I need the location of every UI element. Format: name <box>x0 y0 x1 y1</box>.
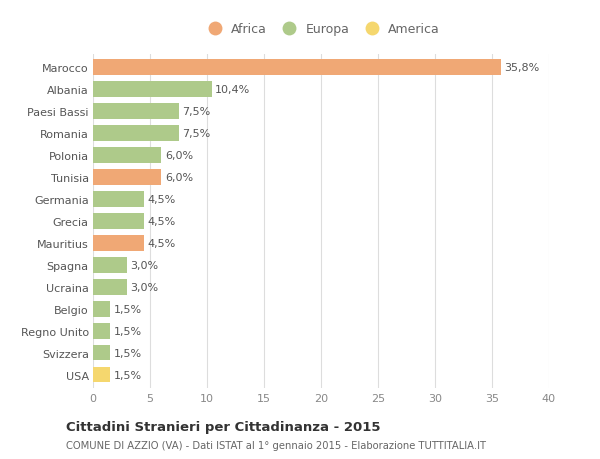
Text: Cittadini Stranieri per Cittadinanza - 2015: Cittadini Stranieri per Cittadinanza - 2… <box>66 420 380 433</box>
Text: 1,5%: 1,5% <box>113 326 142 336</box>
Bar <box>93 301 110 317</box>
Bar <box>93 279 127 295</box>
Text: 1,5%: 1,5% <box>113 370 142 380</box>
Text: 4,5%: 4,5% <box>148 217 176 226</box>
Text: COMUNE DI AZZIO (VA) - Dati ISTAT al 1° gennaio 2015 - Elaborazione TUTTITALIA.I: COMUNE DI AZZIO (VA) - Dati ISTAT al 1° … <box>66 440 486 450</box>
Text: 35,8%: 35,8% <box>505 63 540 73</box>
Text: 4,5%: 4,5% <box>148 238 176 248</box>
Text: 3,0%: 3,0% <box>131 260 159 270</box>
Bar <box>93 126 179 142</box>
Text: 7,5%: 7,5% <box>182 129 210 139</box>
Text: 10,4%: 10,4% <box>215 85 250 95</box>
Text: 1,5%: 1,5% <box>113 348 142 358</box>
Bar <box>93 367 110 383</box>
Bar <box>93 170 161 185</box>
Text: 3,0%: 3,0% <box>131 282 159 292</box>
Bar <box>93 192 145 207</box>
Text: 1,5%: 1,5% <box>113 304 142 314</box>
Bar <box>93 82 212 98</box>
Bar <box>93 345 110 361</box>
Bar <box>93 148 161 164</box>
Text: 6,0%: 6,0% <box>165 151 193 161</box>
Legend: Africa, Europa, America: Africa, Europa, America <box>202 23 440 36</box>
Bar <box>93 104 179 120</box>
Text: 7,5%: 7,5% <box>182 107 210 117</box>
Bar <box>93 257 127 273</box>
Bar <box>93 323 110 339</box>
Bar <box>93 213 145 230</box>
Text: 4,5%: 4,5% <box>148 195 176 205</box>
Bar <box>93 235 145 251</box>
Text: 6,0%: 6,0% <box>165 173 193 183</box>
Bar <box>93 60 501 76</box>
